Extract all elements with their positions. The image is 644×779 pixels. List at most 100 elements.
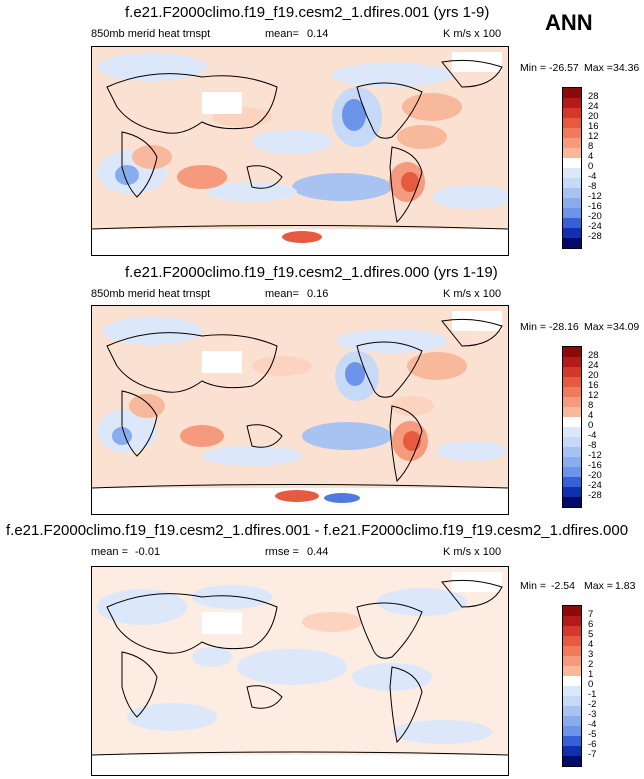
colorbar-tick-label: -1 (588, 689, 597, 700)
colorbar-box (563, 417, 581, 427)
colorbar-box (563, 367, 581, 377)
colorbar-box (563, 497, 581, 507)
colorbar-tick-label: 8 (588, 141, 594, 152)
panel-1-min-value: -26.57 (549, 62, 579, 74)
colorbar-tick-label: 1 (588, 669, 594, 680)
colorbar-tick-label: 5 (588, 629, 594, 640)
colorbar-tick-label: 4 (588, 410, 594, 421)
panel-3-rmse-label: rmse = (265, 546, 299, 558)
colorbar-box (563, 228, 581, 238)
panel-2-max-label: Max = (584, 321, 613, 333)
colorbar-box (563, 118, 581, 128)
panel-2-variable-label: 850mb merid heat trnspt (91, 288, 211, 300)
colorbar-box (563, 158, 581, 168)
colorbar-tick-label: 20 (588, 111, 599, 122)
panel-2-colorbar (562, 346, 582, 508)
panel-3-mean-label: mean = (91, 546, 128, 558)
panel-3-rmse-value: 0.44 (307, 546, 329, 558)
colorbar-box (563, 616, 581, 626)
colorbar-tick-label: 4 (588, 639, 594, 650)
colorbar-tick-label: -4 (588, 430, 597, 441)
panel-1-mean-label: mean= (265, 28, 299, 40)
colorbar-box (563, 626, 581, 636)
panel-1-contour-field (92, 47, 508, 255)
colorbar-box (563, 178, 581, 188)
colorbar-box (563, 756, 581, 766)
panel-1-max-value: 34.36 (613, 62, 640, 74)
colorbar-tick-label: 12 (588, 390, 599, 401)
colorbar-tick-label: 16 (588, 121, 599, 132)
panel-3-contour-field (92, 567, 508, 775)
panel-2-mean-label: mean= (265, 288, 299, 300)
panel-3-title: f.e21.F2000climo.f19_f19.cesm2_1.dfires.… (6, 522, 629, 539)
panel-2-max-value: 34.09 (613, 321, 640, 333)
colorbar-box (563, 656, 581, 666)
panel-3-max-label: Max = (584, 580, 613, 592)
colorbar-box (563, 198, 581, 208)
colorbar-box (563, 716, 581, 726)
colorbar-box (563, 447, 581, 457)
colorbar-tick-label: -7 (588, 749, 597, 760)
colorbar-box (563, 108, 581, 118)
colorbar-tick-label: 0 (588, 161, 594, 172)
panel-3-map (91, 566, 509, 776)
colorbar-box (563, 467, 581, 477)
panel-3-mean-value: -0.01 (135, 546, 161, 558)
colorbar-tick-label: -16 (588, 201, 602, 212)
colorbar-tick-label: 24 (588, 360, 599, 371)
colorbar-box (563, 88, 581, 98)
colorbar-box (563, 208, 581, 218)
panel-2-mean-value: 0.16 (307, 288, 329, 300)
panel-3-colorbar (562, 605, 582, 767)
panel-3-max-value: 1.83 (615, 580, 636, 592)
colorbar-box (563, 487, 581, 497)
colorbar-tick-label: 4 (588, 151, 594, 162)
colorbar-box (563, 646, 581, 656)
colorbar-box (563, 397, 581, 407)
colorbar-box (563, 218, 581, 228)
panel-2-min-label: Min = (520, 321, 546, 333)
panel-3-units: K m/s x 100 (443, 546, 502, 558)
panel-1-mean-value: 0.14 (307, 28, 329, 40)
colorbar-box (563, 706, 581, 716)
colorbar-tick-label: 28 (588, 91, 599, 102)
panel-1-min-label: Min = (520, 62, 546, 74)
colorbar-tick-label: -24 (588, 480, 602, 491)
colorbar-tick-label: -6 (588, 739, 597, 750)
colorbar-tick-label: 8 (588, 400, 594, 411)
panel-3-min-value: -2.54 (551, 580, 575, 592)
colorbar-box (563, 407, 581, 417)
panel-2-contour-field (92, 306, 508, 514)
colorbar-box (563, 726, 581, 736)
panel-1-variable-label: 850mb merid heat trnspt (91, 28, 211, 40)
colorbar-tick-label: -4 (588, 171, 597, 182)
colorbar-box (563, 128, 581, 138)
season-label: ANN (545, 10, 593, 35)
colorbar-tick-label: 6 (588, 619, 594, 630)
colorbar-box (563, 238, 581, 248)
colorbar-tick-label: -2 (588, 699, 597, 710)
colorbar-tick-label: 0 (588, 420, 594, 431)
panel-2-units: K m/s x 100 (443, 288, 502, 300)
colorbar-box (563, 377, 581, 387)
colorbar-box (563, 696, 581, 706)
colorbar-box (563, 138, 581, 148)
colorbar-box (563, 98, 581, 108)
colorbar-tick-label: -12 (588, 191, 602, 202)
colorbar-tick-label: 16 (588, 380, 599, 391)
panel-1-title: f.e21.F2000climo.f19_f19.cesm2_1.dfires.… (125, 4, 490, 21)
colorbar-box (563, 477, 581, 487)
colorbar-tick-label: -12 (588, 450, 602, 461)
colorbar-box (563, 636, 581, 646)
colorbar-box (563, 387, 581, 397)
colorbar-tick-label: 7 (588, 609, 594, 620)
colorbar-box (563, 427, 581, 437)
colorbar-tick-label: 0 (588, 679, 594, 690)
colorbar-tick-label: -8 (588, 440, 597, 451)
panel-2-min-value: -28.16 (549, 321, 579, 333)
colorbar-tick-label: 28 (588, 350, 599, 361)
panel-1-map (91, 46, 509, 256)
colorbar-tick-label: -20 (588, 211, 602, 222)
panel-1-units: K m/s x 100 (443, 28, 502, 40)
colorbar-box (563, 437, 581, 447)
